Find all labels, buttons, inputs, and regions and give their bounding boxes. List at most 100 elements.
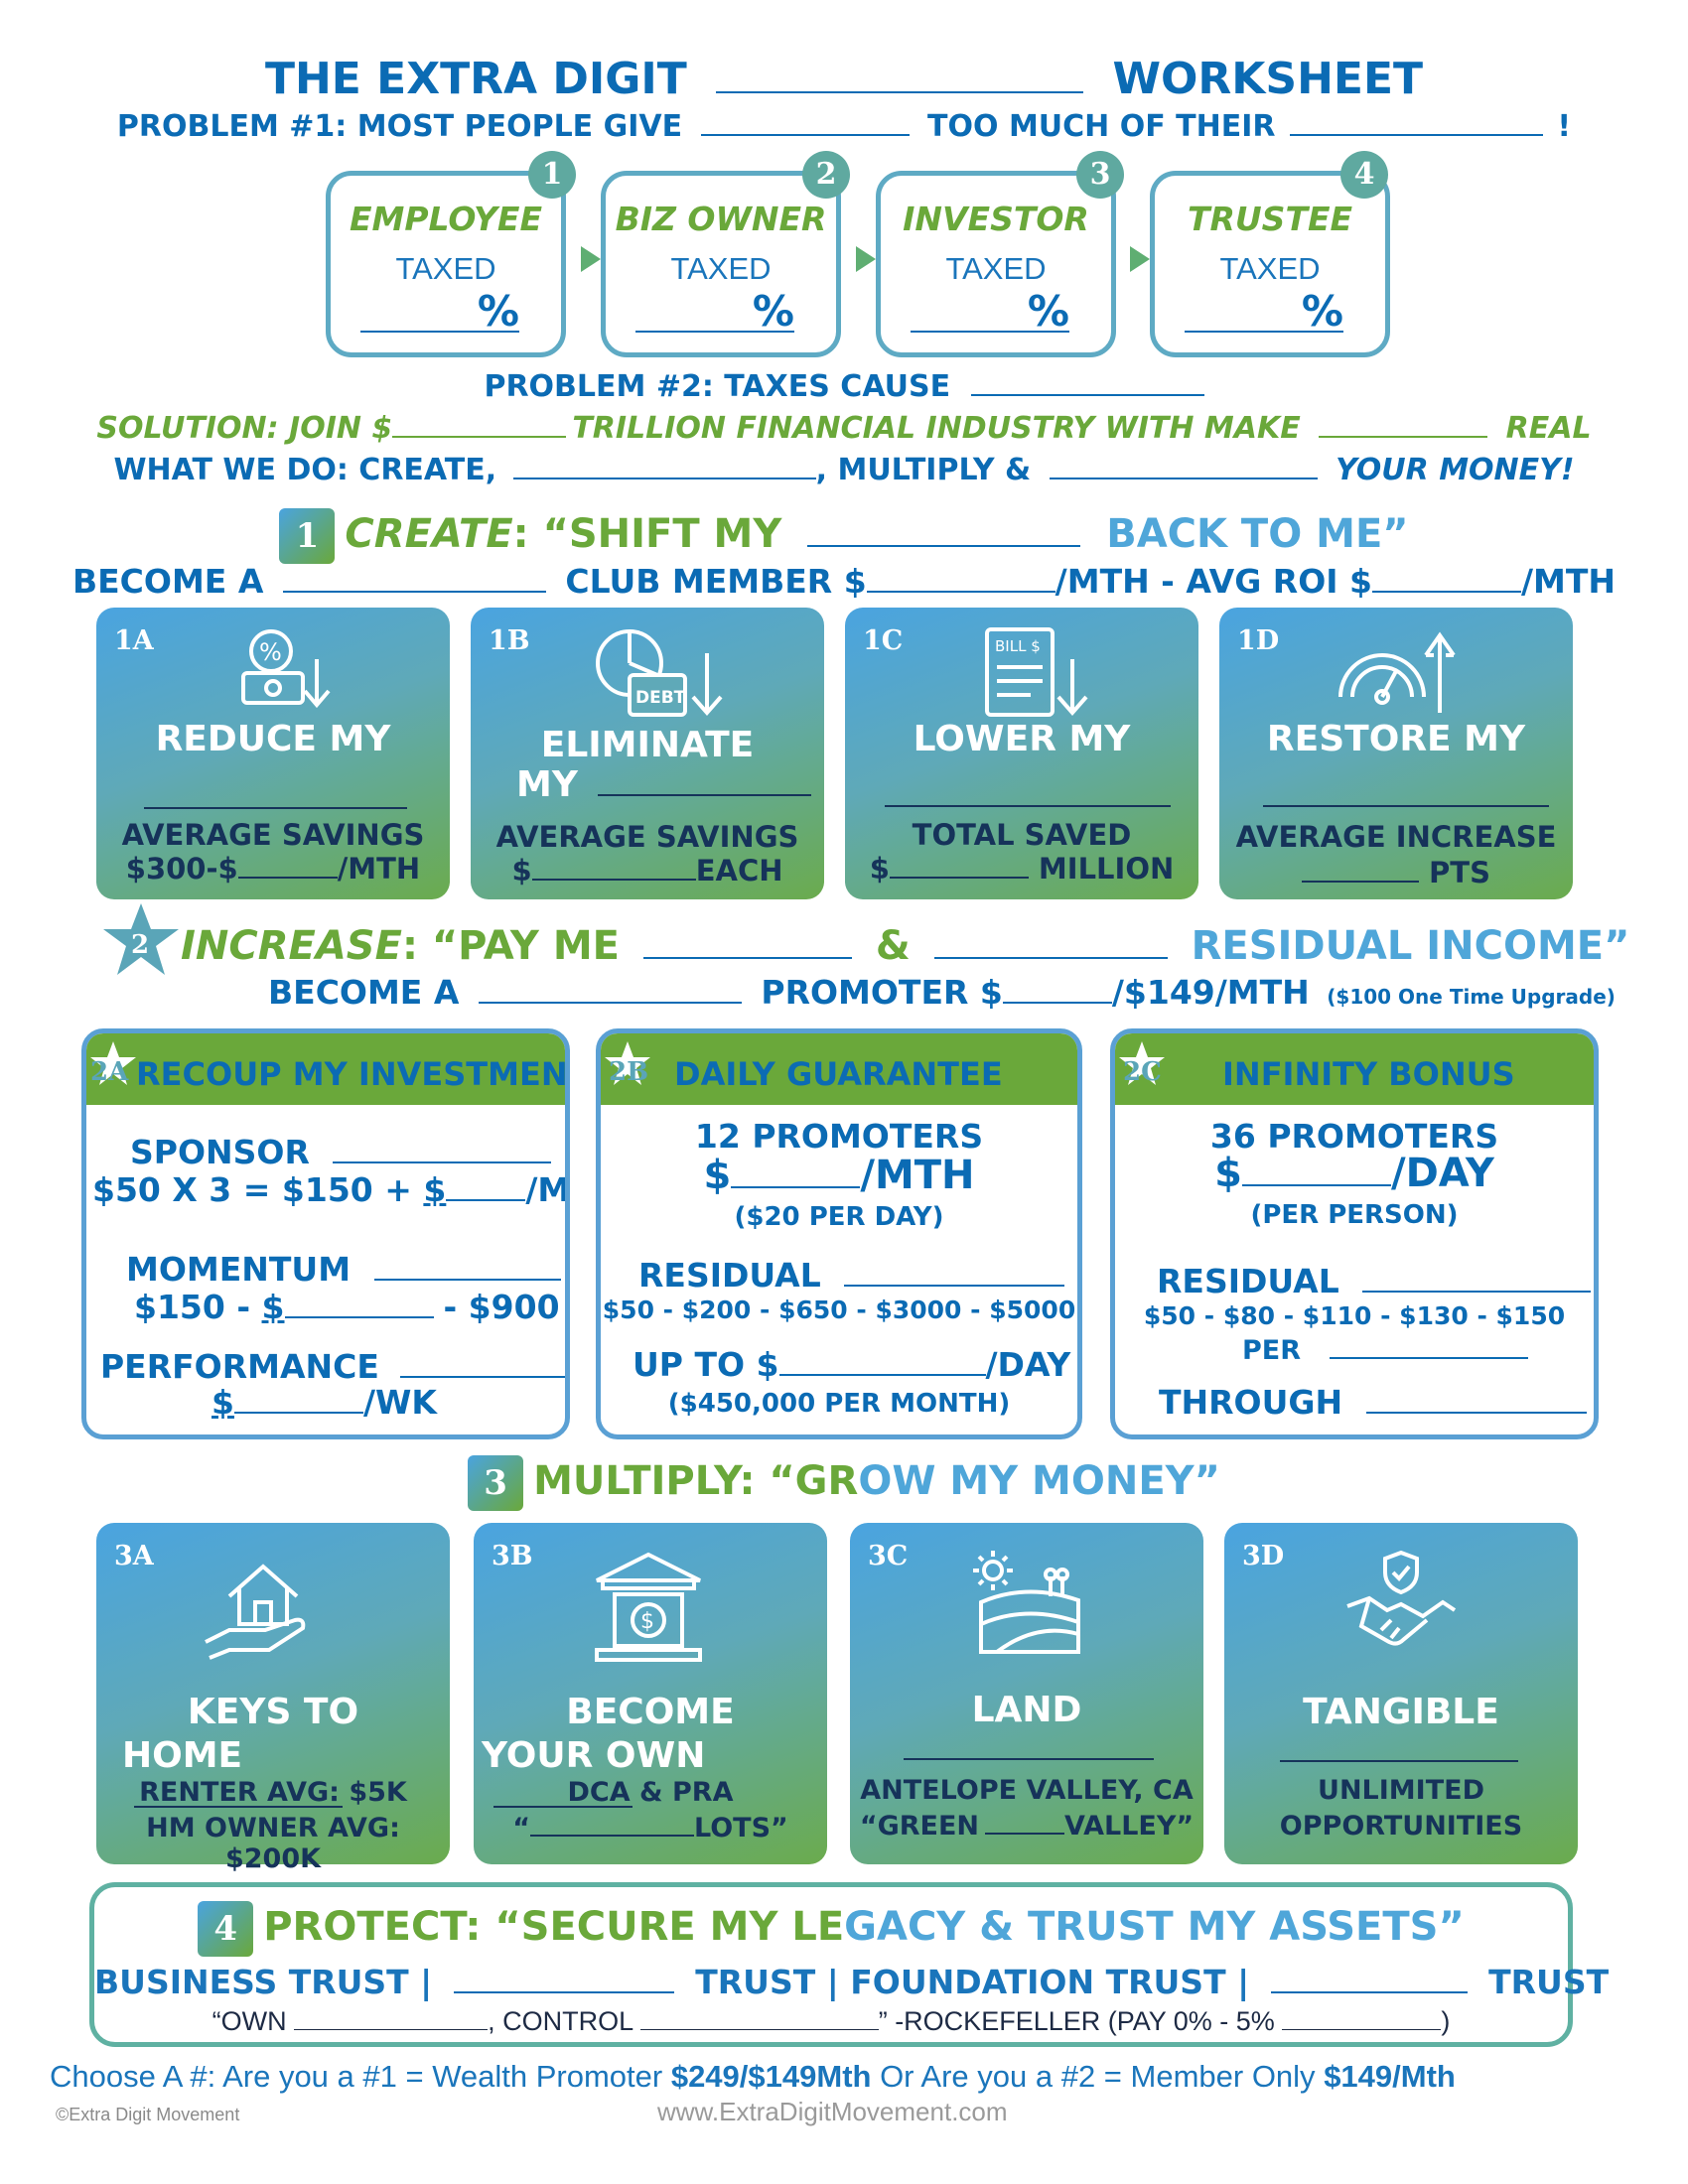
choose-text-a: Choose A #: Are you a #1 = Wealth Promot… (50, 2059, 671, 2094)
card-title: BECOME (566, 1692, 735, 1732)
promoter-line: BECOME A PROMOTER $ /$149/MTH ($100 One T… (268, 973, 1616, 1012)
card-blank[interactable] (1263, 804, 1549, 807)
arrow-right-icon (856, 246, 876, 272)
box-2a-recoup: 2A RECOUP MY INVESTMENT SPONSOR $50 X 3 … (81, 1028, 570, 1439)
card-sub-2b: PTS (1429, 856, 1490, 889)
residual-blank[interactable] (844, 1284, 1065, 1287)
up-to-blank[interactable] (778, 1373, 986, 1376)
card-title-2: MY (516, 764, 812, 805)
promoter-blank-1[interactable] (478, 1001, 742, 1004)
amount-blank[interactable] (731, 1185, 861, 1188)
quote-blank-2[interactable] (639, 2028, 879, 2030)
card-id: 1B (489, 625, 530, 656)
arrow-right-icon (1130, 246, 1150, 272)
website-link[interactable]: www.ExtraDigitMovement.com (657, 2097, 1008, 2126)
stage-percent-field[interactable]: % (1185, 287, 1343, 336)
sponsor-calc-blank[interactable] (446, 1198, 526, 1201)
what-we-do-blank-1[interactable] (512, 477, 816, 479)
box-title: INFINITY BONUS (1222, 1055, 1515, 1093)
handshake-shield-icon (1346, 1550, 1457, 1646)
card-sub-blank[interactable] (529, 1834, 694, 1837)
through-blank[interactable] (1365, 1411, 1587, 1414)
promoter-blank-2[interactable] (1002, 1001, 1112, 1004)
problem2-blank[interactable] (970, 393, 1204, 396)
solution-blank-1[interactable] (392, 435, 567, 438)
box-title: DAILY GUARANTEE (674, 1055, 1003, 1093)
stage-percent-field[interactable]: % (635, 287, 794, 336)
stage-employee: EMPLOYEE TAXED % (326, 171, 566, 357)
card-sub-blank[interactable] (985, 1832, 1065, 1835)
residual-line: RESIDUAL (638, 1256, 1065, 1295)
stage-investor: INVESTOR TAXED % (876, 171, 1116, 357)
problem1-blank-2[interactable] (1289, 133, 1543, 136)
momentum-calc-blank[interactable] (284, 1315, 434, 1318)
card-sub-2a: “ (512, 1813, 530, 1843)
section2-blank-1[interactable] (642, 956, 852, 959)
performance-calc-blank[interactable] (233, 1411, 363, 1414)
trust-blank-2[interactable] (1270, 1990, 1468, 1993)
card-id: 3B (492, 1541, 533, 1571)
section3-number-badge: 3 (468, 1455, 524, 1511)
residual-line: RESIDUAL (1157, 1262, 1592, 1300)
section2-blank-2[interactable] (933, 956, 1168, 959)
amount-per: /MTH (860, 1153, 975, 1198)
section4-heading: 4 PROTECT: “SECURE MY LEGACY & TRUST MY A… (94, 1901, 1568, 1957)
momentum-calc-a: $150 - (134, 1288, 262, 1326)
performance-line: PERFORMANCE (100, 1347, 565, 1386)
amount-blank[interactable] (1241, 1183, 1391, 1186)
promoters-amount: $ /DAY (1115, 1151, 1594, 1196)
what-we-do-line: WHAT WE DO: CREATE, , MULTIPLY & YOUR MO… (0, 453, 1688, 487)
section4-title-a: PROTECT: “SECURE MY LE (263, 1904, 845, 1950)
card-sub-blank[interactable] (889, 876, 1029, 879)
stage-percent-field[interactable]: % (911, 287, 1069, 336)
momentum-blank[interactable] (373, 1278, 561, 1281)
stage-biz-owner: BIZ OWNER TAXED % (601, 171, 841, 357)
performance-blank[interactable] (400, 1375, 565, 1378)
choose-price-a: $249/$149Mth (670, 2059, 872, 2094)
card-sub-blank[interactable] (237, 876, 338, 879)
member-blank-2[interactable] (866, 590, 1055, 593)
sponsor-blank[interactable] (333, 1160, 552, 1163)
debt-chart-icon: DEBT (596, 629, 723, 717)
card-blank[interactable] (885, 804, 1171, 807)
residual-blank[interactable] (1362, 1290, 1592, 1293)
sponsor-calc-b: $ (423, 1170, 447, 1209)
svg-text:$: $ (640, 1609, 654, 1634)
choose-price-b: $149/Mth (1324, 2059, 1456, 2094)
stage-label: TRUSTEE (1187, 200, 1353, 238)
card-sub-blank[interactable] (531, 878, 696, 881)
card-blank[interactable] (904, 1757, 1154, 1760)
card-sub-blank[interactable] (1302, 880, 1420, 883)
residual-label: RESIDUAL (1157, 1262, 1339, 1300)
card-sub-2: $ EACH (471, 854, 824, 887)
page-title: THE EXTRA DIGIT WORKSHEET (0, 54, 1688, 104)
rockefeller-quote: “OWN , CONTROL ” -ROCKEFELLER (PAY 0% - … (94, 2006, 1568, 2037)
quote-blank-3[interactable] (1282, 2028, 1442, 2030)
stage-percent-field[interactable]: % (360, 287, 519, 336)
card-blank[interactable] (144, 806, 407, 809)
member-blank-1[interactable] (282, 590, 546, 593)
what-we-do-text-b: , MULTIPLY & (815, 453, 1032, 487)
member-line: BECOME A CLUB MEMBER $ /MTH - AVG ROI $ /M… (0, 562, 1688, 601)
card-blank[interactable] (134, 1805, 343, 1808)
trust-blank-1[interactable] (453, 1990, 674, 1993)
stage-trustee: TRUSTEE TAXED % (1150, 171, 1390, 357)
card-blank[interactable] (1280, 1759, 1518, 1762)
per-label: PER (1242, 1335, 1302, 1366)
stage-taxed: TAXED (670, 251, 772, 286)
title-blank[interactable] (716, 90, 1084, 93)
stage-label: EMPLOYEE (349, 200, 543, 238)
per-blank[interactable] (1330, 1356, 1529, 1359)
what-we-do-blank-2[interactable] (1049, 477, 1318, 479)
problem1-blank-1[interactable] (700, 133, 910, 136)
quote-blank-1[interactable] (294, 2028, 489, 2030)
card-blank[interactable] (493, 1805, 633, 1808)
member-blank-3[interactable] (1371, 590, 1521, 593)
section2-number: 2 (131, 930, 149, 960)
card-sub: ANTELOPE VALLEY, CA (860, 1775, 1194, 1806)
card-blank[interactable] (598, 793, 812, 796)
card-id: 1C (863, 625, 904, 656)
section1-blank[interactable] (807, 544, 1081, 547)
solution-blank-2[interactable] (1319, 435, 1488, 438)
member-text-a: BECOME A (71, 562, 264, 601)
